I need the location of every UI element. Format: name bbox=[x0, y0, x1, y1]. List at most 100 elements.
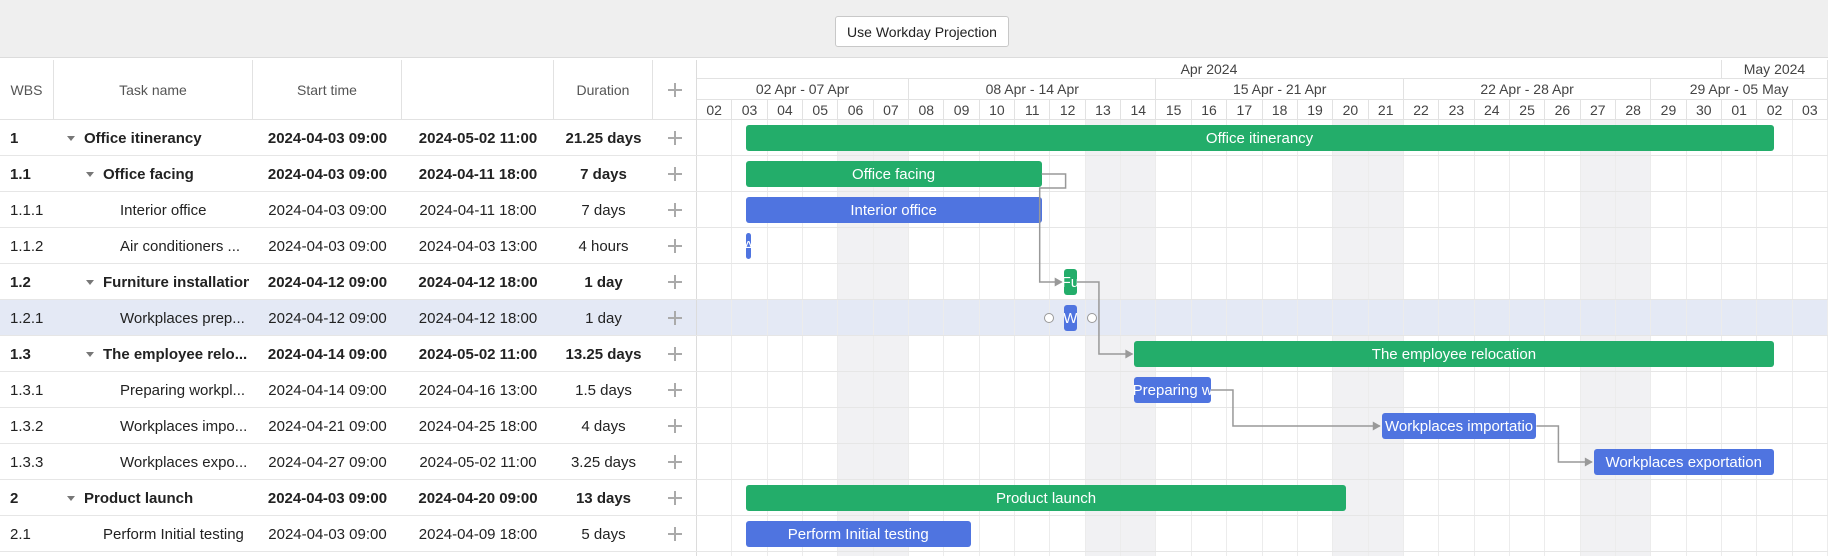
task-bar[interactable]: W bbox=[1063, 305, 1077, 331]
add-subtask[interactable] bbox=[668, 203, 682, 217]
start-cell: 2024-04-03 09:00 bbox=[267, 165, 388, 183]
link-handle[interactable] bbox=[1043, 313, 1054, 323]
expand-caret[interactable] bbox=[86, 172, 94, 177]
day-grid-line bbox=[1544, 120, 1546, 556]
end-cell: 2024-04-11 18:00 bbox=[418, 165, 538, 183]
summary-bar[interactable]: Product launch bbox=[745, 485, 1347, 511]
add-subtask[interactable] bbox=[668, 491, 682, 505]
end-cell: 2024-04-20 09:00 bbox=[418, 489, 538, 507]
summary-bar[interactable]: Fu bbox=[1063, 269, 1077, 295]
add-subtask[interactable] bbox=[668, 419, 682, 433]
day-label: 15 bbox=[1156, 100, 1192, 120]
end-cell: 2024-05-02 11:00 bbox=[418, 345, 538, 363]
day-grid-line bbox=[1614, 120, 1616, 556]
plus-v bbox=[674, 131, 676, 145]
day-grid-line bbox=[1473, 120, 1475, 556]
task-bar[interactable]: Workplaces importatio bbox=[1381, 413, 1537, 439]
start-cell: 2024-04-21 09:00 bbox=[268, 417, 387, 435]
duration-cell: 1.5 days bbox=[575, 381, 632, 399]
add-subtask[interactable] bbox=[668, 239, 682, 253]
day-grid-line bbox=[731, 120, 733, 556]
add-subtask[interactable] bbox=[668, 275, 682, 289]
plus-v bbox=[674, 383, 676, 397]
day-grid-line bbox=[1650, 120, 1652, 556]
day-label: 12 bbox=[1050, 100, 1086, 120]
row-line bbox=[0, 443, 1828, 444]
row-line bbox=[0, 407, 1828, 408]
expand-caret[interactable] bbox=[86, 352, 94, 357]
duration-cell: 7 days bbox=[581, 201, 626, 219]
day-label: 14 bbox=[1121, 100, 1157, 120]
wbs-cell: 1.1.2 bbox=[10, 237, 44, 255]
task-bar[interactable]: Preparing w bbox=[1134, 377, 1211, 403]
task-bar[interactable]: Perform Initial testing bbox=[745, 521, 971, 547]
plus-v bbox=[674, 419, 676, 433]
day-label: 17 bbox=[1227, 100, 1263, 120]
start-cell: 2024-04-12 09:00 bbox=[268, 309, 387, 327]
day-label: 10 bbox=[979, 100, 1016, 120]
weekend-column bbox=[1368, 120, 1404, 556]
plus-v bbox=[674, 167, 676, 181]
day-label: 03 bbox=[732, 100, 768, 120]
day-grid-line bbox=[802, 120, 804, 556]
day-grid-line bbox=[872, 120, 874, 556]
weekend-column bbox=[873, 120, 910, 556]
day-label: 03 bbox=[1792, 100, 1828, 120]
start-cell: 2024-04-03 09:00 bbox=[268, 237, 387, 255]
add-subtask[interactable] bbox=[668, 455, 682, 469]
row-line bbox=[0, 155, 1828, 156]
add-subtask[interactable] bbox=[668, 311, 682, 325]
day-label: 24 bbox=[1474, 100, 1510, 120]
day-grid-line bbox=[1685, 120, 1687, 556]
expand-caret[interactable] bbox=[86, 280, 94, 285]
wbs-cell: 1 bbox=[10, 129, 19, 147]
task-bar[interactable]: A bbox=[745, 233, 752, 259]
expand-caret[interactable] bbox=[67, 136, 75, 141]
start-cell: 2024-04-12 09:00 bbox=[267, 273, 388, 291]
duration-cell: 3.25 days bbox=[570, 453, 637, 471]
day-label: 16 bbox=[1191, 100, 1228, 120]
end-cell: 2024-04-09 18:00 bbox=[418, 525, 538, 543]
summary-bar[interactable]: Office facing bbox=[745, 161, 1042, 187]
wbs-cell: 1.3 bbox=[10, 345, 31, 363]
plus-v bbox=[674, 347, 676, 361]
day-label: 08 bbox=[909, 100, 945, 120]
add-subtask[interactable] bbox=[668, 347, 682, 361]
summary-bar[interactable]: Office itinerancy bbox=[745, 125, 1774, 151]
day-label: 01 bbox=[1721, 100, 1758, 120]
grid-divider bbox=[696, 60, 697, 556]
add-task-header[interactable] bbox=[668, 83, 682, 97]
start-cell: 2024-04-27 09:00 bbox=[268, 453, 387, 471]
task-name-cell: Workplaces impo... bbox=[120, 417, 248, 435]
row-line bbox=[0, 227, 1828, 228]
task-name-cell: Office facing bbox=[103, 165, 194, 183]
row-line bbox=[0, 335, 1828, 336]
task-bar[interactable]: Workplaces exportation bbox=[1593, 449, 1774, 475]
day-grid-line bbox=[1049, 120, 1051, 556]
add-subtask[interactable] bbox=[668, 167, 682, 181]
task-name-cell: Workplaces prep... bbox=[120, 309, 245, 327]
task-name-cell: Product launch bbox=[84, 489, 194, 507]
day-label: 11 bbox=[1015, 100, 1051, 120]
wbs-cell: 1.2 bbox=[10, 273, 31, 291]
duration-cell: 13 days bbox=[575, 489, 632, 507]
workday-projection-button[interactable]: Use Workday Projection bbox=[835, 16, 1009, 47]
column-header: Duration bbox=[554, 60, 653, 120]
day-label: 22 bbox=[1403, 100, 1440, 120]
day-grid-line bbox=[1367, 120, 1369, 556]
day-grid-line bbox=[766, 120, 768, 556]
link-arrow bbox=[1054, 277, 1063, 287]
summary-bar[interactable]: The employee relocation bbox=[1134, 341, 1774, 367]
task-bar[interactable]: Interior office bbox=[745, 197, 1042, 223]
link-handle[interactable] bbox=[1086, 313, 1097, 323]
add-subtask[interactable] bbox=[668, 527, 682, 541]
day-grid-line bbox=[1508, 120, 1510, 556]
duration-cell: 7 days bbox=[580, 165, 627, 183]
start-cell: 2024-04-03 09:00 bbox=[267, 489, 388, 507]
column-header: Start time bbox=[253, 60, 402, 120]
add-subtask[interactable] bbox=[668, 383, 682, 397]
add-subtask[interactable] bbox=[668, 131, 682, 145]
expand-caret[interactable] bbox=[67, 496, 75, 501]
